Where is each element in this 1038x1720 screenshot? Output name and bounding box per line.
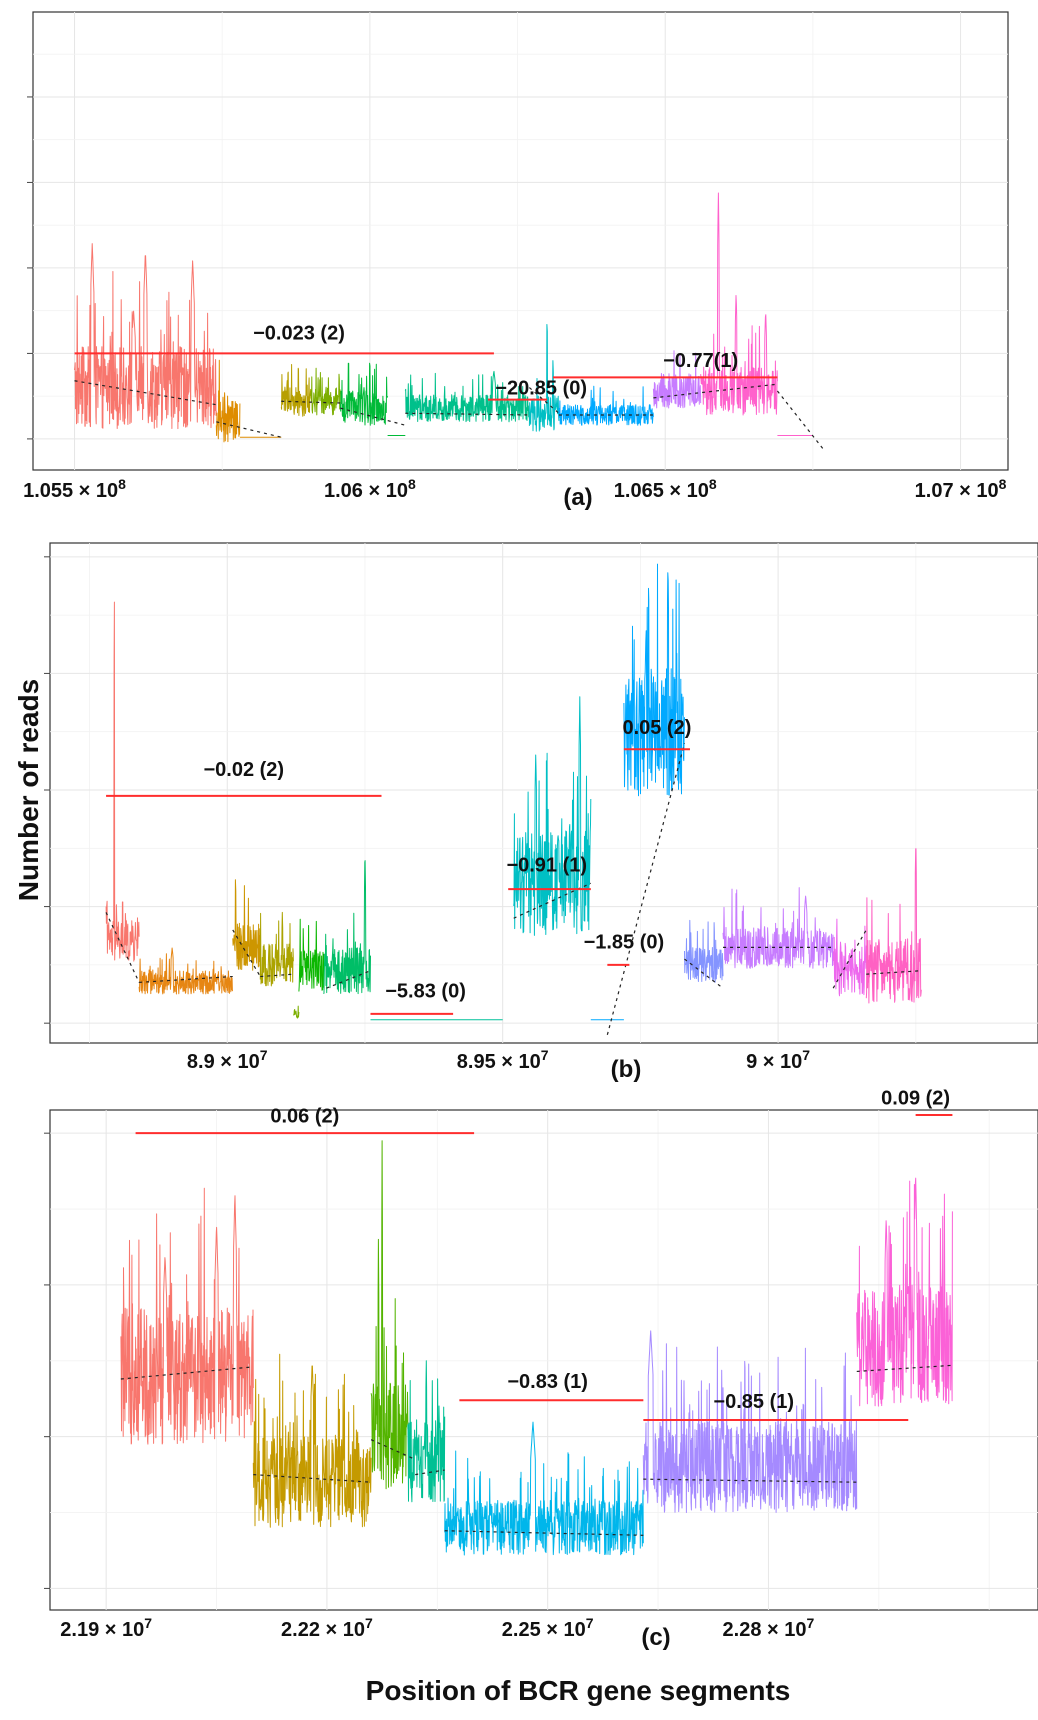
segment-annotation-3: −0.91 (1) — [506, 855, 587, 877]
trend-line-4 — [260, 973, 294, 978]
series-2-signal — [252, 1353, 372, 1528]
series-5-signal — [292, 1005, 300, 1019]
x-tick-label: 9 × 107 — [746, 1047, 810, 1073]
panel-tag: (c) — [641, 1624, 670, 1651]
x-tick-label: 2.25 × 107 — [502, 1615, 594, 1641]
trend-line-3 — [370, 1439, 416, 1460]
x-tick-label: 2.28 × 107 — [723, 1615, 815, 1641]
segment-annotation-3: −0.77(1) — [663, 350, 738, 372]
x-axis-title: Position of BCR gene segments — [366, 1675, 791, 1706]
trend-line-6 — [643, 1478, 857, 1483]
segment-annotation-5: 0.05 (2) — [622, 717, 691, 739]
segment-annotation-1: −0.02 (2) — [203, 759, 284, 781]
series-5-signal — [310, 367, 341, 416]
series-4-signal — [259, 911, 294, 987]
segment-annotation-4: 0.09 (2) — [881, 1087, 950, 1109]
trend-line-9 — [776, 390, 826, 452]
series-4-signal — [280, 364, 312, 417]
y-axis-title: Number of reads — [13, 679, 44, 902]
series-7-signal — [856, 1177, 953, 1407]
series-1-signal — [120, 1187, 254, 1445]
series-12-signal — [684, 919, 724, 983]
series-4-signal — [407, 1360, 446, 1503]
trend-line-2 — [139, 975, 233, 983]
series-5-signal — [444, 1421, 644, 1556]
series-1-signal — [105, 601, 140, 962]
segment-annotation-2: −5.83 (0) — [385, 981, 466, 1003]
panel-tag: (a) — [563, 484, 592, 511]
x-tick-label: 1.07 × 108 — [915, 476, 1007, 502]
x-tick-label: 8.9 × 107 — [187, 1047, 268, 1073]
segment-annotation-1: 0.06 (2) — [270, 1106, 339, 1128]
segment-annotation-2: −20.85 (0) — [495, 377, 587, 399]
panel-tag: (b) — [611, 1056, 642, 1083]
trend-line-7 — [856, 1364, 953, 1373]
trend-line-1 — [74, 380, 217, 406]
trend-line-4 — [415, 1469, 445, 1476]
x-tick-label: 2.19 × 107 — [60, 1615, 152, 1641]
panel-c: 0.06 (2) −0.83 (1) −0.85 (1) 0.09 (2) 2.19 ×… — [44, 1087, 1038, 1651]
series-2-signal — [138, 947, 234, 995]
x-tick-label: 1.055 × 108 — [23, 476, 126, 502]
trend-line-5 — [444, 1530, 644, 1536]
series-13-signal — [722, 887, 834, 969]
trend-line-5 — [326, 970, 371, 989]
series-11-signal — [623, 563, 685, 797]
trend-line-3 — [232, 929, 261, 977]
series-11-signal — [652, 350, 702, 409]
series-6-signal — [298, 918, 325, 992]
series-3-signal — [232, 879, 261, 971]
series-6-signal — [339, 362, 389, 426]
series-9-signal — [513, 696, 592, 936]
x-tick-label: 1.065 × 108 — [614, 476, 717, 502]
trend-line-11 — [866, 970, 922, 975]
series-15-signal — [865, 848, 922, 1004]
panel-a: −0.023 (2) −20.85 (0) −0.77(1) 1.055 × 108 1… — [23, 11, 1009, 511]
series-3-signal — [370, 1140, 409, 1490]
series-7-signal — [323, 860, 371, 995]
series-8-signal — [404, 370, 530, 423]
panel-b: −0.02 (2) −5.83 (0) −0.91 (1) −1.85 (0) 0.05… — [44, 542, 1038, 1083]
series-6-signal — [642, 1330, 858, 1513]
trend-line-1 — [105, 912, 140, 983]
series-14-signal — [832, 918, 867, 997]
trend-line-7 — [606, 743, 686, 1035]
trend-line-3 — [281, 400, 341, 404]
series-1-signal — [74, 243, 217, 430]
segment-annotation-4: −1.85 (0) — [584, 932, 665, 954]
trend-line-2 — [253, 1474, 372, 1483]
trend-line-1 — [120, 1366, 254, 1380]
trend-line-8 — [684, 958, 724, 989]
x-tick-label: 2.22 × 107 — [281, 1615, 373, 1641]
x-tick-label: 1.06 × 108 — [324, 476, 416, 502]
segment-annotation-3: −0.85 (1) — [713, 1391, 794, 1413]
series-9-signal — [528, 324, 560, 432]
segment-annotation-1: −0.023 (2) — [253, 323, 345, 345]
series-2-signal — [215, 359, 241, 443]
x-tick-label: 8.95 × 107 — [457, 1047, 549, 1073]
segment-annotation-2: −0.83 (1) — [507, 1371, 588, 1393]
series-10-signal — [558, 385, 654, 426]
